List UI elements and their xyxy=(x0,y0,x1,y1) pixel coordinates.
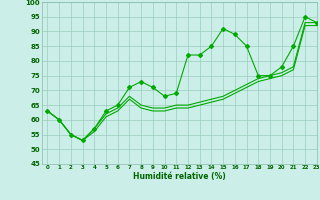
X-axis label: Humidité relative (%): Humidité relative (%) xyxy=(133,172,226,181)
